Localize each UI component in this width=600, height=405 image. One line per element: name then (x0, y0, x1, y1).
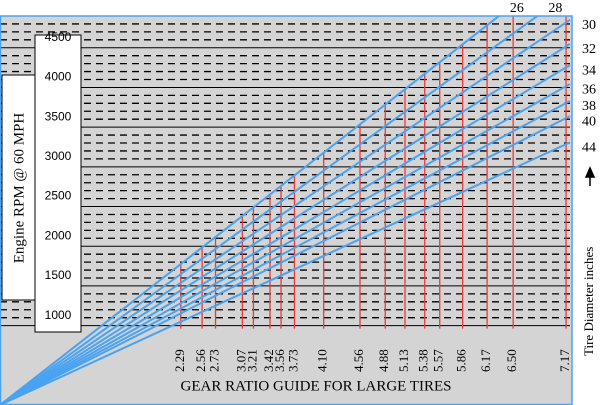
x-tick-label: 2.29 (172, 349, 187, 372)
x-tick-label: 5.38 (416, 349, 431, 372)
y-tick-label: 2500 (45, 189, 72, 203)
x-tick-label: 4.88 (376, 349, 391, 372)
tire-label: 38 (582, 99, 596, 114)
tire-label: 30 (582, 18, 596, 33)
tire-label: 26 (510, 1, 524, 16)
x-tick-label: 5.57 (431, 349, 446, 372)
y-tick-label: 4000 (45, 70, 72, 84)
x-tick-label: 5.13 (396, 349, 411, 372)
x-tick-label: 4.10 (315, 349, 330, 372)
x-tick-label: 3.73 (285, 349, 300, 372)
tire-label: 40 (582, 114, 596, 129)
y-axis-title: Engine RPM @ 60 MPH (11, 113, 27, 264)
x-tick-label: 3.42 (261, 349, 276, 372)
legend-title: Tire Diameter inches (581, 247, 596, 356)
x-tick-label: 7.17 (557, 349, 572, 372)
y-tick-label: 4500 (45, 30, 72, 44)
x-tick-label: 2.73 (207, 349, 222, 372)
y-title-box (1, 74, 36, 301)
x-tick-label: 6.50 (504, 349, 519, 372)
x-tick-label: 3.07 (233, 349, 248, 372)
tire-label: 34 (582, 63, 596, 78)
tire-line (0, 115, 571, 405)
y-tick-label: 1000 (45, 308, 72, 322)
x-tick-label: 3.21 (244, 349, 259, 372)
tire-label: 28 (548, 1, 562, 16)
x-tick-label: 3.56 (272, 349, 287, 372)
tire-label: 36 (582, 82, 596, 97)
tire-line (0, 83, 571, 405)
tire-line (0, 16, 540, 405)
x-tick-label: 4.56 (351, 349, 366, 372)
y-tick-label: 1500 (45, 268, 72, 282)
tire-line (0, 141, 571, 405)
tire-line (0, 16, 501, 405)
tire-label: 44 (582, 141, 596, 156)
tire-line (0, 18, 571, 405)
chart-title: GEAR RATIO GUIDE FOR LARGE TIRES (181, 378, 452, 394)
x-tick-label: 5.86 (454, 349, 469, 372)
tire-line (0, 64, 571, 405)
tire-line (0, 43, 571, 405)
y-tick-label: 3500 (45, 109, 72, 123)
tire-line (0, 100, 571, 405)
legend-arrow (584, 166, 596, 186)
x-tick-label: 6.17 (478, 349, 493, 372)
x-tick-label: 2.56 (193, 349, 208, 372)
tire-label: 32 (582, 42, 596, 57)
y-tick-label: 3000 (45, 149, 72, 163)
y-tick-label: 2000 (45, 228, 72, 242)
